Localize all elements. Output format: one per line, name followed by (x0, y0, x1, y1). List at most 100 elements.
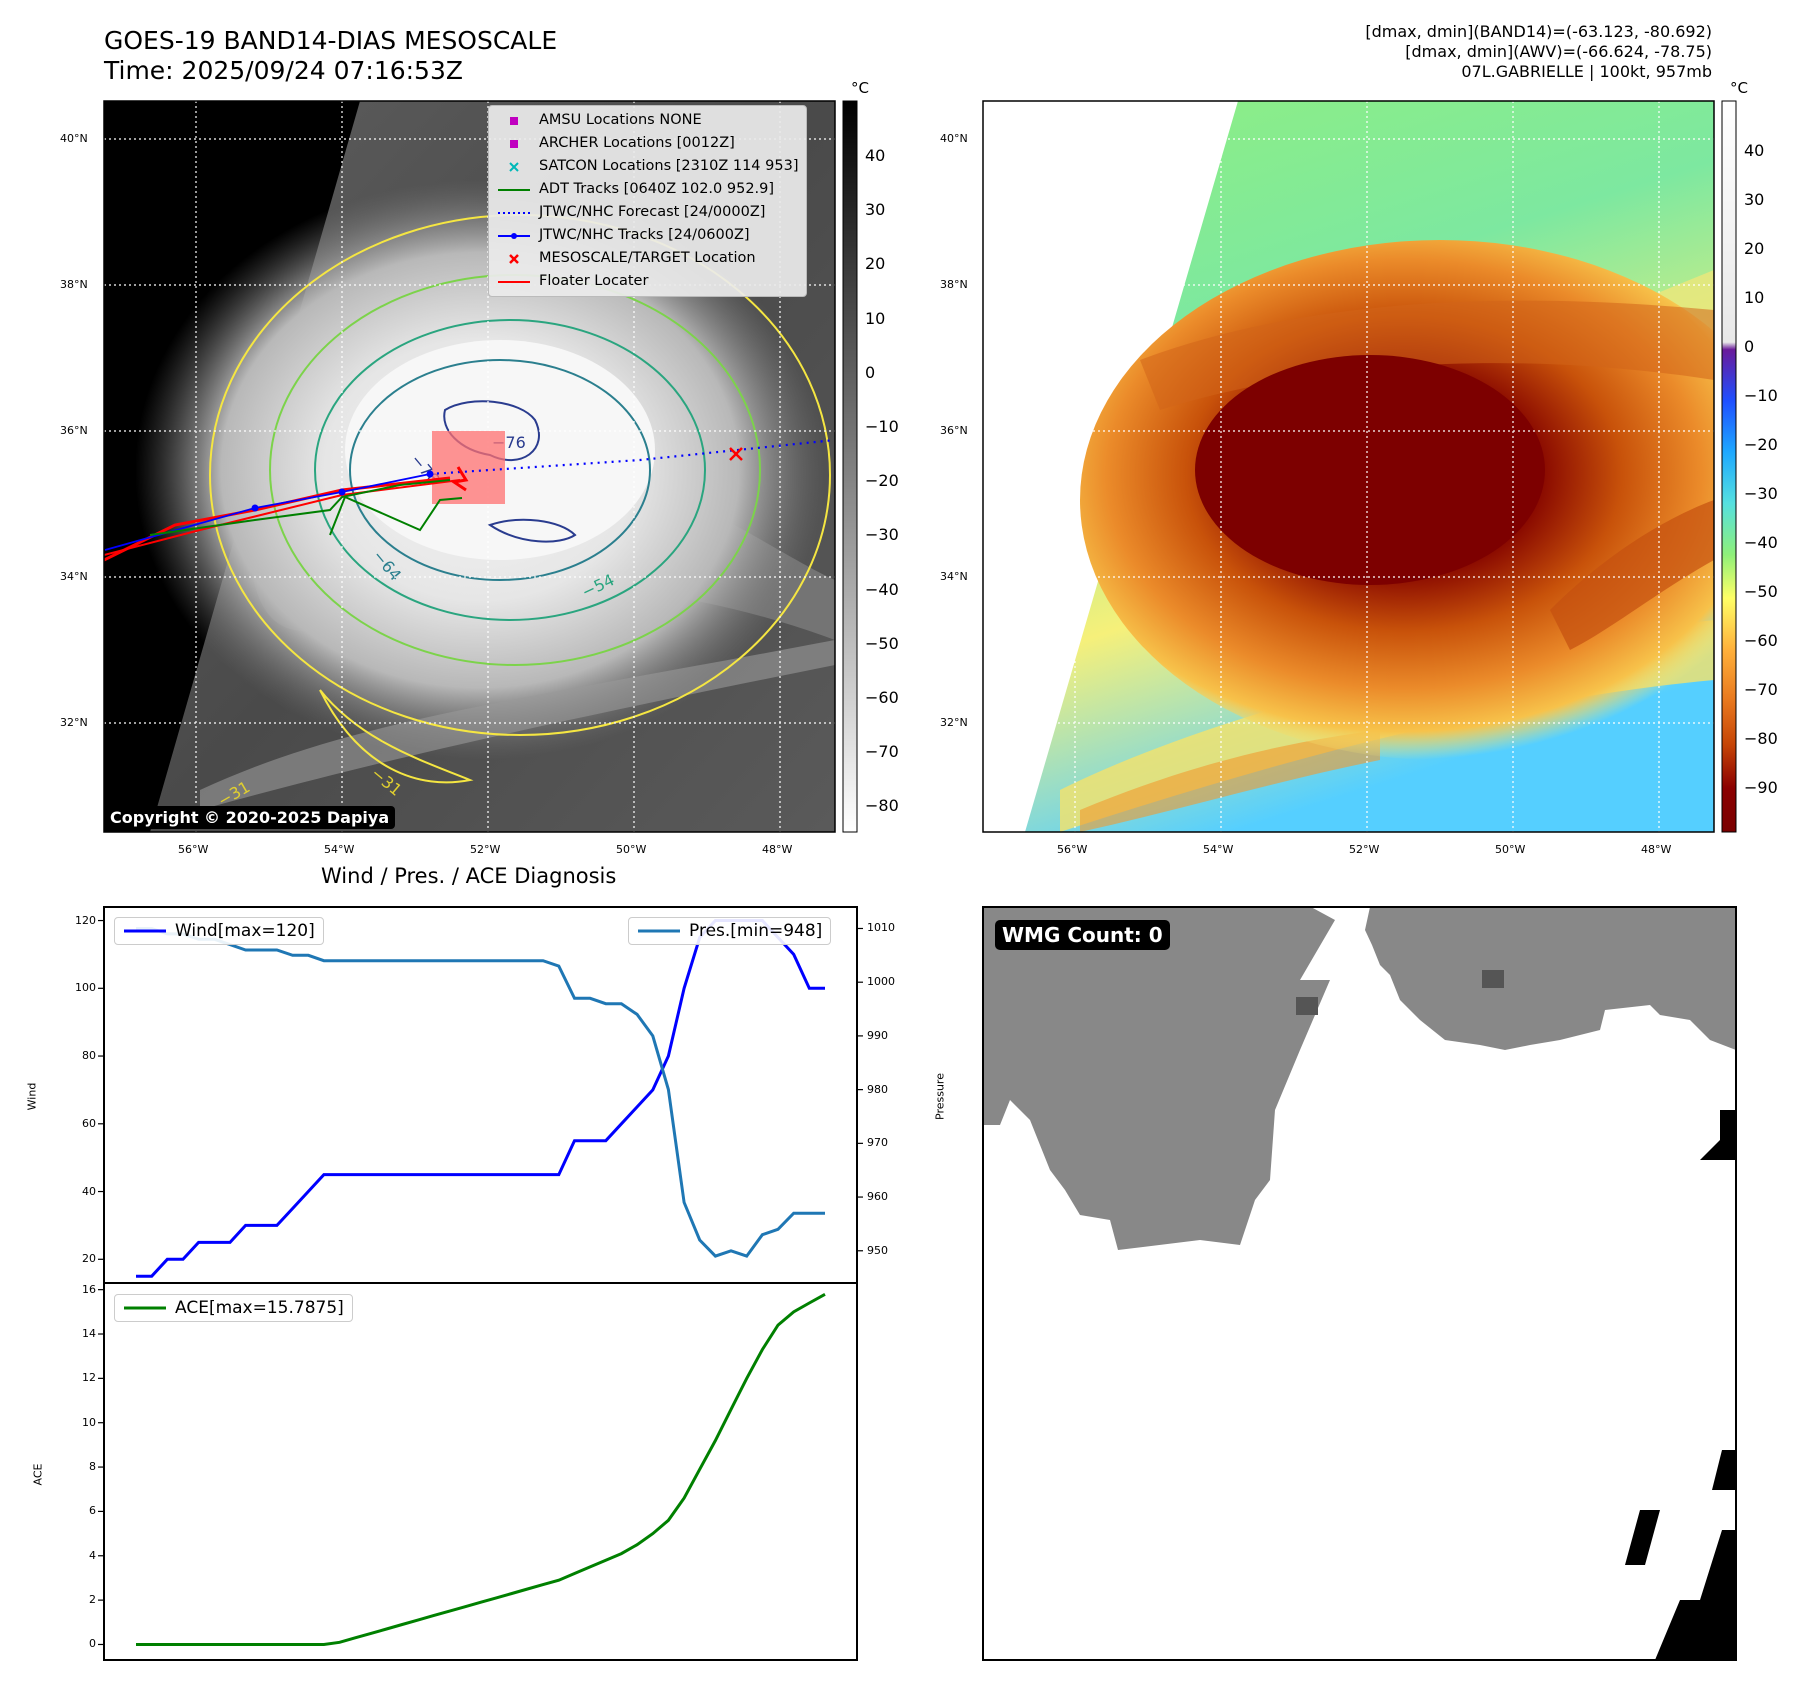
title-line-2: Time: 2025/09/24 07:16:53Z (104, 56, 463, 85)
x-marker-icon (509, 161, 519, 172)
legend-label: AMSU Locations NONE (539, 112, 702, 128)
legend-label: SATCON Locations [2310Z 114 953] (539, 158, 799, 174)
legend-label: MESOSCALE/TARGET Location (539, 250, 756, 266)
line-marker-icon (498, 280, 530, 283)
ir-frame (103, 100, 836, 833)
pressure-line-icon (638, 929, 680, 933)
wind-legend-label: Wind[max=120] (175, 921, 315, 941)
ir-colorbar-tick: −20 (865, 471, 899, 491)
legend-label: Floater Locater (539, 273, 649, 289)
ace-legend: ACE[max=15.7875] (114, 1294, 353, 1322)
pressure-tick-label: 1000 (867, 975, 895, 989)
ir-colorbar-unit: °C (851, 79, 869, 97)
ir-lat-label: 34°N (60, 570, 88, 583)
wind-tick-label: 60 (82, 1116, 96, 1130)
jtwc-forecast (429, 438, 835, 476)
enh-colorbar-tick: −60 (1744, 631, 1778, 650)
enh-colorbar-tick: −30 (1744, 484, 1778, 503)
wind-legend: Wind[max=120] (114, 917, 324, 945)
enh-colorbar-tick: −50 (1744, 582, 1778, 601)
pressure-tick-label: 1010 (867, 921, 895, 935)
enh-colorbar-tick: 20 (1744, 239, 1765, 258)
legend-label: JTWC/NHC Forecast [24/0000Z] (539, 204, 766, 220)
ace-tick-label: 10 (82, 1415, 96, 1429)
wmg-count-badge: WMG Count: 0 (995, 920, 1170, 950)
ir-colorbar-tick: 0 (865, 362, 876, 382)
title-line-1: GOES-19 BAND14-DIAS MESOSCALE (104, 26, 558, 55)
legend-item-archer: ARCHER Locations [0012Z] (497, 132, 798, 155)
ace-tick-label: 6 (89, 1504, 96, 1518)
ace-tick-label: 12 (82, 1371, 96, 1385)
enh-colorbar-tick: −40 (1744, 533, 1778, 552)
floater-track-2 (104, 479, 461, 556)
ir-legend: AMSU Locations NONE ARCHER Locations [00… (488, 105, 808, 297)
pressure-axis-label: Pressure (933, 1073, 947, 1120)
pressure-tick-label: 970 (867, 1136, 888, 1150)
enhanced-frame (982, 100, 1715, 833)
enh-lat-label: 34°N (940, 570, 968, 583)
legend-label: ADT Tracks [0640Z 102.0 952.9] (539, 181, 775, 197)
wind-tick-label: 120 (75, 913, 96, 927)
legend-item-tracks: JTWC/NHC Tracks [24/0600Z] (497, 224, 798, 247)
copyright-badge: Copyright © 2020-2025 Dapiya (104, 806, 396, 829)
target-box (432, 431, 505, 504)
line-marker-icon (498, 188, 530, 191)
pressure-tick-label: 980 (867, 1082, 888, 1096)
ir-colorbar (842, 100, 858, 833)
enh-colorbar-unit: °C (1730, 79, 1748, 97)
wind-line-icon (124, 929, 166, 933)
enh-colorbar-tick: 10 (1744, 288, 1765, 307)
ir-lon-label: 54°W (324, 843, 355, 856)
dotted-line-icon (498, 211, 530, 214)
ace-legend-label: ACE[max=15.7875] (175, 1298, 344, 1318)
line-dot-icon (498, 232, 530, 239)
enh-colorbar-tick: −20 (1744, 435, 1778, 454)
figure-title: GOES-19 BAND14-DIAS MESOSCALE Time: 2025… (104, 26, 557, 86)
square-marker-icon (510, 139, 518, 148)
ir-lat-label: 32°N (60, 716, 88, 729)
enhanced-colorbar (1721, 100, 1737, 833)
legend-item-amsu: AMSU Locations NONE (497, 109, 798, 132)
ir-colorbar-tick: −10 (865, 417, 899, 436)
ir-colorbar-tick: 40 (865, 146, 886, 165)
enh-lon-label: 48°W (1641, 843, 1672, 856)
ace-chart (98, 1282, 858, 1661)
mesoscale-target-marker (729, 447, 743, 461)
ir-colorbar-tick: −30 (865, 525, 899, 545)
awv-range: [dmax, dmin](AWV)=(-66.624, -78.75) (1405, 42, 1712, 61)
wind-tick-label: 40 (82, 1184, 96, 1198)
ir-lon-label: 56°W (178, 843, 209, 856)
wind-axis-label: Wind (25, 1082, 39, 1111)
wind-tick-label: 80 (82, 1049, 96, 1063)
enh-colorbar-tick: −70 (1744, 680, 1778, 699)
enh-lat-label: 32°N (940, 716, 968, 729)
enh-lon-label: 52°W (1349, 843, 1380, 856)
storm-info: 07L.GABRIELLE | 100kt, 957mb (1461, 62, 1712, 81)
ace-series-line (136, 1292, 826, 1646)
ir-lon-label: 52°W (470, 843, 501, 856)
wmg-panel (982, 906, 1737, 1661)
enh-lat-label: 38°N (940, 278, 968, 291)
adt-track (149, 479, 451, 536)
enh-lon-label: 56°W (1057, 843, 1088, 856)
enh-colorbar-tick: −80 (1744, 729, 1778, 748)
pressure-legend-label: Pres.[min=948] (689, 921, 823, 941)
band14-range: [dmax, dmin](BAND14)=(-63.123, -80.692) (1365, 22, 1712, 41)
ace-tick-label: 4 (89, 1548, 96, 1562)
ace-line-icon (124, 1306, 166, 1310)
ace-tick-label: 14 (82, 1327, 96, 1340)
legend-item-floater: Floater Locater (497, 270, 798, 293)
ir-lon-label: 50°W (616, 843, 647, 856)
enh-colorbar-tick: 30 (1744, 190, 1765, 209)
pressure-tick-label: 950 (867, 1243, 888, 1257)
pressure-legend: Pres.[min=948] (628, 917, 832, 945)
enh-colorbar-tick: 40 (1744, 141, 1765, 160)
legend-item-adt: ADT Tracks [0640Z 102.0 952.9] (497, 178, 798, 201)
enh-lon-label: 54°W (1203, 843, 1234, 856)
enh-lon-label: 50°W (1495, 843, 1526, 856)
ir-colorbar-tick: −70 (865, 742, 899, 762)
enh-colorbar-tick: 0 (1744, 337, 1755, 356)
enh-colorbar-tick: −10 (1744, 386, 1778, 405)
adt-track-2 (329, 495, 463, 536)
